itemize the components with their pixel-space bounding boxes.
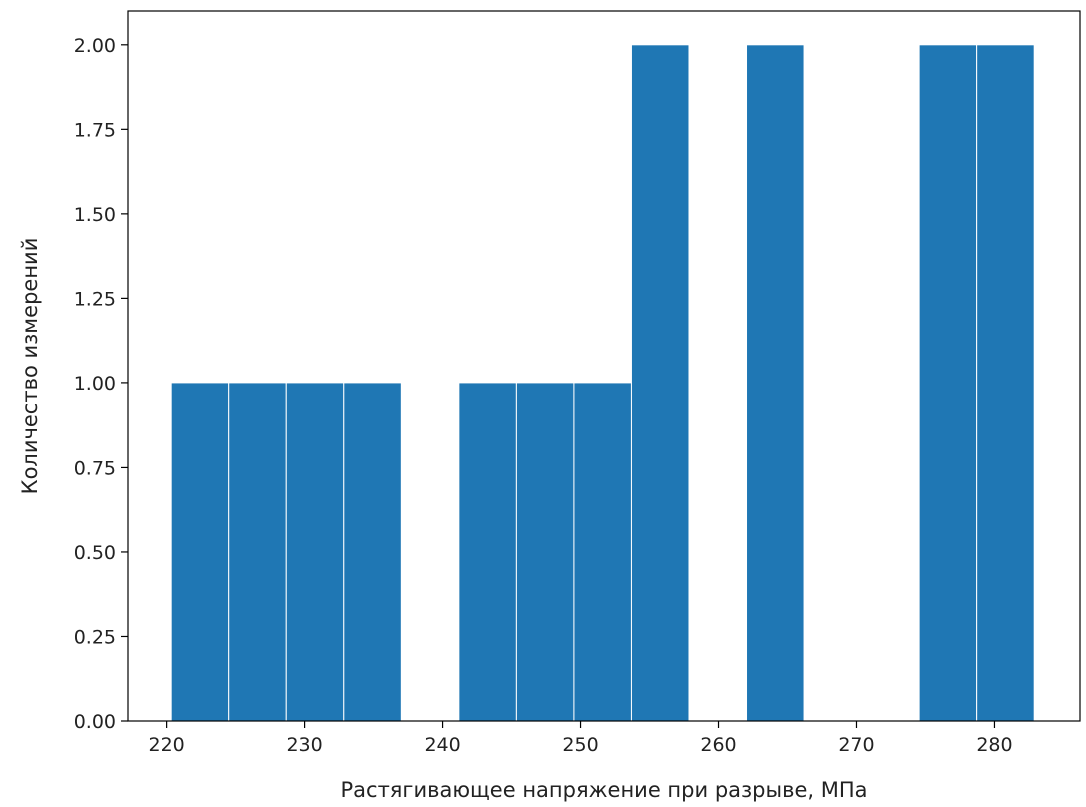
x-tick-label: 220 — [148, 734, 184, 756]
y-tick-label: 1.25 — [74, 288, 116, 310]
x-tick-label: 280 — [976, 734, 1012, 756]
y-tick-label: 0.00 — [74, 711, 116, 733]
y-tick-label: 1.00 — [74, 373, 116, 395]
histogram-bar — [170, 382, 230, 722]
histogram-bar — [976, 44, 1035, 722]
histogram-bar — [228, 382, 287, 722]
x-axis-ticks: 220 230 240 250 260 270 280 — [148, 721, 1013, 756]
y-tick-label: 1.50 — [74, 204, 116, 226]
y-tick-label: 2.00 — [74, 35, 116, 57]
y-tick-label: 1.75 — [74, 119, 116, 141]
y-axis-ticks: 0.00 0.25 0.50 0.75 1.00 1.25 1.50 1.75 2.00 — [74, 35, 128, 733]
x-tick-label: 240 — [424, 734, 460, 756]
y-tick-label: 0.50 — [74, 542, 116, 564]
x-axis-label: Растягивающее напряжение при разрыве, МП… — [340, 778, 867, 802]
histogram-bar — [746, 44, 805, 722]
histogram-bar — [343, 382, 402, 722]
x-tick-label: 250 — [562, 734, 598, 756]
y-axis-label: Количество измерений — [18, 238, 42, 495]
histogram-bar — [918, 44, 978, 722]
y-tick-label: 0.75 — [74, 457, 116, 479]
histogram-bar — [285, 382, 345, 722]
x-tick-label: 260 — [700, 734, 736, 756]
histogram-bar — [630, 44, 690, 722]
histogram-bar — [458, 382, 517, 722]
x-tick-label: 270 — [838, 734, 874, 756]
plot-frame — [127, 10, 1081, 722]
histogram-bar — [573, 382, 632, 722]
y-tick-label: 0.25 — [74, 626, 116, 648]
x-tick-label: 230 — [286, 734, 322, 756]
bars-group — [170, 44, 1035, 722]
histogram-bar — [515, 382, 575, 722]
